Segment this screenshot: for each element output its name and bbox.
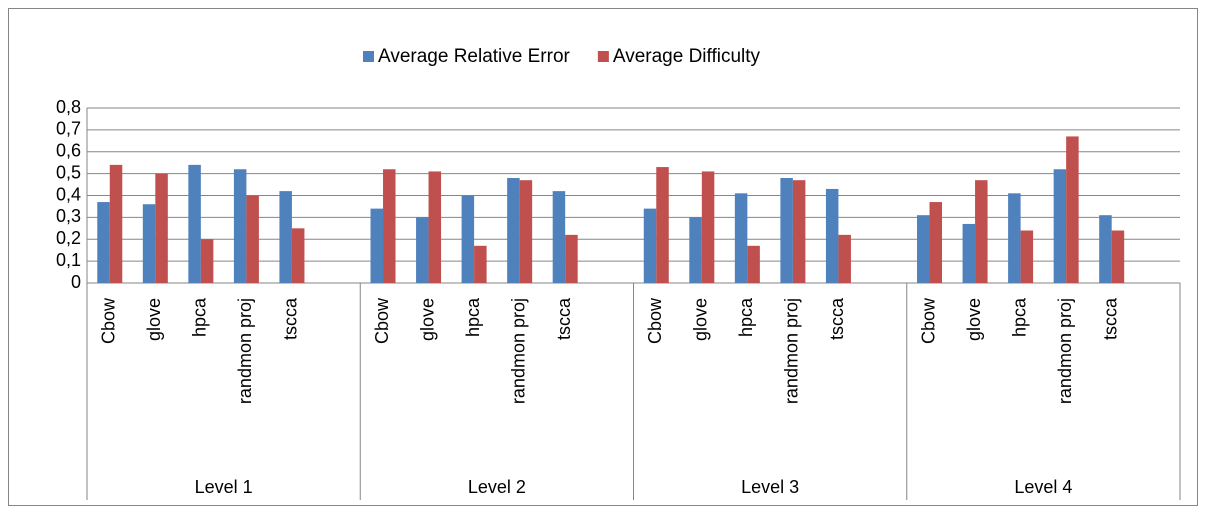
x-tick-label: tscca	[1100, 297, 1120, 340]
bar	[246, 195, 259, 283]
x-tick-label: randmon proj	[1055, 298, 1075, 404]
bar	[142, 204, 156, 283]
bar	[643, 208, 657, 283]
x-tick-label: glove	[144, 298, 164, 341]
x-tick-label: tscca	[827, 297, 847, 340]
bar	[279, 191, 292, 283]
y-tick-label: 0,4	[56, 184, 81, 204]
y-tick-label: 0,3	[56, 206, 81, 226]
bar	[1008, 193, 1021, 283]
bar	[734, 193, 748, 283]
bar	[975, 180, 988, 283]
bar	[780, 178, 793, 283]
bar	[552, 191, 566, 283]
bar	[461, 195, 475, 283]
x-tick-label: hpca	[736, 297, 756, 337]
bar	[519, 180, 533, 283]
legend-label: Average Relative Error	[378, 46, 571, 67]
x-tick-label: randmon proj	[508, 298, 528, 404]
group-label: Level 4	[1014, 477, 1072, 497]
x-tick-label: glove	[417, 298, 437, 341]
bar	[917, 215, 930, 283]
x-tick-label: tscca	[281, 297, 301, 340]
y-tick-label: 0	[71, 272, 81, 292]
x-tick-label: Cbow	[645, 297, 665, 344]
x-tick-label: randmon proj	[782, 298, 802, 404]
bar	[747, 245, 760, 283]
y-tick-label: 0,8	[56, 97, 81, 117]
bar	[474, 245, 487, 283]
bar	[1020, 230, 1034, 283]
legend-label: Average Difficulty	[613, 46, 761, 67]
bar	[929, 202, 943, 283]
bar	[1053, 169, 1067, 283]
bar	[416, 217, 429, 283]
bar	[507, 178, 520, 283]
y-tick-label: 0,1	[56, 250, 81, 270]
x-tick-label: Cbow	[918, 297, 938, 344]
bar	[825, 188, 839, 283]
bar	[701, 171, 715, 283]
bar	[428, 171, 442, 283]
bar	[291, 228, 305, 283]
bar	[1099, 215, 1112, 283]
group-label: Level 2	[468, 477, 526, 497]
bar	[233, 169, 247, 283]
group-label: Level 1	[195, 477, 253, 497]
bar	[792, 180, 806, 283]
group-label: Level 3	[741, 477, 799, 497]
y-tick-label: 0,2	[56, 228, 81, 248]
x-tick-label: hpca	[1009, 297, 1029, 337]
y-tick-label: 0,7	[56, 119, 81, 139]
bar	[838, 234, 851, 283]
bar	[962, 223, 976, 283]
y-tick-label: 0,6	[56, 141, 81, 161]
bar	[200, 239, 214, 283]
x-tick-label: glove	[691, 298, 711, 341]
bar	[109, 164, 123, 283]
bar	[1066, 136, 1079, 283]
bar	[383, 169, 396, 283]
y-tick-label: 0,5	[56, 162, 81, 182]
x-tick-label: hpca	[463, 297, 483, 337]
x-tick-label: randmon proj	[235, 298, 255, 404]
bar	[97, 202, 110, 283]
x-tick-label: Cbow	[372, 297, 392, 344]
legend-swatch	[363, 51, 374, 62]
x-tick-label: hpca	[190, 297, 210, 337]
bar	[370, 208, 384, 283]
bar	[565, 234, 578, 283]
bar	[155, 173, 168, 283]
x-tick-label: tscca	[554, 297, 574, 340]
bar	[689, 217, 702, 283]
legend-swatch	[597, 51, 609, 62]
x-tick-label: Cbow	[99, 297, 119, 344]
bar	[656, 167, 669, 283]
bar	[188, 164, 201, 283]
bar	[1111, 230, 1125, 283]
x-tick-label: glove	[964, 298, 984, 341]
